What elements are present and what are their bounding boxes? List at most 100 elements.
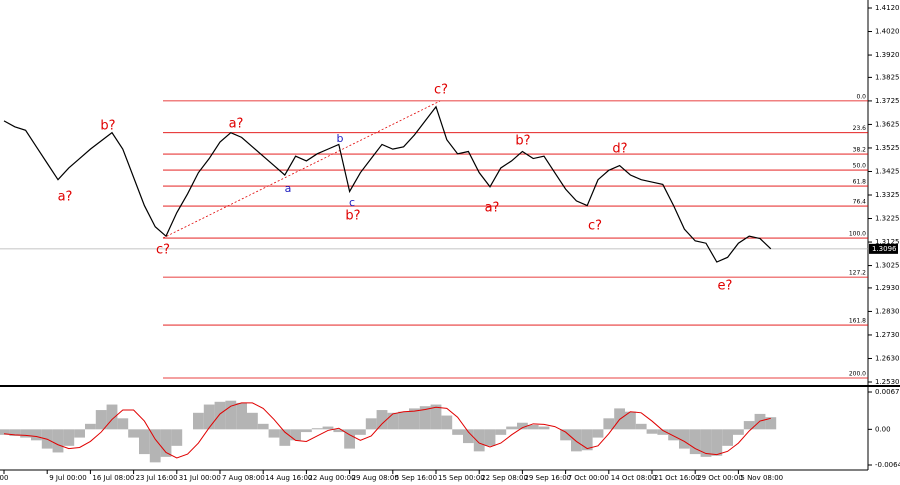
histogram-bar bbox=[765, 417, 777, 430]
x-tick-label: 16 Jul 08:00 bbox=[92, 474, 134, 482]
current-price-box bbox=[869, 243, 898, 254]
histogram-bar bbox=[679, 429, 690, 449]
histogram-bar bbox=[452, 429, 463, 435]
y-tick-label: 1.2730 bbox=[875, 331, 900, 339]
fib-label: 0.0 bbox=[856, 93, 866, 100]
histogram-bar bbox=[625, 411, 636, 430]
histogram-bar bbox=[387, 412, 399, 430]
histogram-bar bbox=[63, 429, 75, 446]
histogram-bar bbox=[743, 421, 755, 430]
histogram-bar bbox=[20, 429, 31, 438]
fib-label: 161.8 bbox=[849, 318, 866, 325]
histogram-bar bbox=[398, 411, 409, 430]
histogram-bar bbox=[203, 404, 215, 430]
histogram-bar bbox=[171, 429, 183, 446]
histogram-bar bbox=[700, 429, 712, 457]
y-tick-label: 1.3525 bbox=[875, 144, 900, 152]
histogram-bar bbox=[365, 418, 377, 430]
histogram-bar bbox=[117, 418, 129, 430]
histogram-bar bbox=[560, 429, 571, 441]
y-tick-label: 1.3625 bbox=[875, 120, 900, 128]
histogram-bar bbox=[657, 429, 669, 435]
wave-label: b? bbox=[345, 209, 360, 224]
x-tick-label: 14 Aug 16:00 bbox=[265, 474, 312, 482]
histogram-bar bbox=[419, 406, 431, 430]
current-price-label: 1.3096 bbox=[872, 245, 897, 253]
x-tick-label: 29 Sep 16:00 bbox=[524, 474, 571, 482]
x-tick-label: 31 Jul 00:00 bbox=[179, 474, 221, 482]
wave-label: a? bbox=[485, 201, 500, 216]
histogram-bar bbox=[722, 429, 733, 446]
x-tick-label: 7 Aug 08:00 bbox=[222, 474, 265, 482]
wave-label: b? bbox=[515, 134, 530, 149]
histogram-bar bbox=[268, 429, 280, 438]
histogram-bar bbox=[603, 418, 615, 430]
histogram-bar bbox=[441, 415, 453, 430]
y-tick-label: 1.3825 bbox=[875, 73, 900, 81]
histogram-bar bbox=[257, 423, 269, 430]
wave-label: c? bbox=[156, 243, 170, 258]
fib-label: 38.2 bbox=[853, 147, 867, 154]
histogram-bar bbox=[733, 429, 744, 435]
histogram-bar bbox=[74, 429, 85, 438]
fib-label: 61.8 bbox=[853, 179, 867, 186]
y-tick-label: 1.2530 bbox=[875, 378, 900, 386]
histogram-bar bbox=[236, 402, 247, 430]
x-tick-label: 14 Oct 08:00 bbox=[611, 474, 657, 482]
histogram-bar bbox=[376, 410, 388, 430]
histogram-bar bbox=[517, 422, 528, 430]
histogram-bar bbox=[160, 429, 172, 457]
x-tick-label: 5 Nov 08:00 bbox=[740, 474, 783, 482]
y-tick-label: 0.00678 bbox=[875, 388, 900, 396]
histogram-bar bbox=[322, 426, 334, 430]
y-tick-label: 1.3025 bbox=[875, 262, 900, 270]
x-tick-label: 29 Oct 00:00 bbox=[697, 474, 743, 482]
x-tick-label: 00 bbox=[0, 474, 8, 482]
histogram-bar bbox=[106, 404, 118, 430]
x-tick-label: 22 Sep 08:00 bbox=[481, 474, 528, 482]
x-tick-label: 5 Sep 16:00 bbox=[395, 474, 437, 482]
histogram-bar bbox=[9, 429, 21, 436]
histogram-bar bbox=[538, 426, 550, 430]
wave-label: b bbox=[337, 132, 344, 145]
fib-label: 76.4 bbox=[853, 199, 867, 206]
histogram-bar bbox=[527, 424, 539, 430]
histogram-bar bbox=[52, 429, 64, 453]
y-tick-label: 1.3920 bbox=[875, 51, 900, 59]
wave-label: c bbox=[349, 196, 355, 209]
histogram-bar bbox=[430, 404, 442, 430]
wave-label: a bbox=[285, 182, 292, 195]
fib-label: 200.0 bbox=[849, 371, 866, 378]
wave-label: a? bbox=[229, 117, 244, 132]
x-tick-label: 7 Oct 00:00 bbox=[568, 474, 609, 482]
y-tick-label: 1.2830 bbox=[875, 307, 900, 315]
x-tick-label: 29 Aug 08:00 bbox=[352, 474, 399, 482]
histogram-bar bbox=[344, 429, 355, 449]
histogram-bar bbox=[463, 429, 474, 444]
y-tick-label: -0.00648 bbox=[875, 461, 900, 469]
y-tick-label: 1.2630 bbox=[875, 354, 900, 362]
histogram-bar bbox=[31, 429, 42, 441]
histogram-bar bbox=[355, 429, 366, 435]
histogram-bar bbox=[139, 429, 150, 455]
fib-label: 50.0 bbox=[853, 163, 867, 170]
histogram-bar bbox=[301, 429, 312, 433]
histogram-bar bbox=[668, 429, 679, 441]
fib-label: 100.0 bbox=[849, 231, 866, 238]
histogram-bar bbox=[689, 429, 701, 455]
wave-label: a? bbox=[58, 190, 73, 205]
histogram-bar bbox=[646, 429, 658, 434]
x-tick-label: 23 Jul 16:00 bbox=[136, 474, 178, 482]
y-tick-label: 1.3725 bbox=[875, 97, 900, 105]
histogram-bar bbox=[506, 426, 517, 430]
histogram-bar bbox=[0, 429, 10, 435]
wave-label: e? bbox=[718, 279, 733, 294]
histogram-bar bbox=[149, 429, 161, 463]
y-tick-label: 1.3225 bbox=[875, 215, 900, 223]
histogram-bar bbox=[635, 423, 647, 430]
signal-line bbox=[3, 402, 771, 459]
histogram-bar bbox=[279, 429, 291, 446]
histogram-bar bbox=[85, 423, 96, 430]
